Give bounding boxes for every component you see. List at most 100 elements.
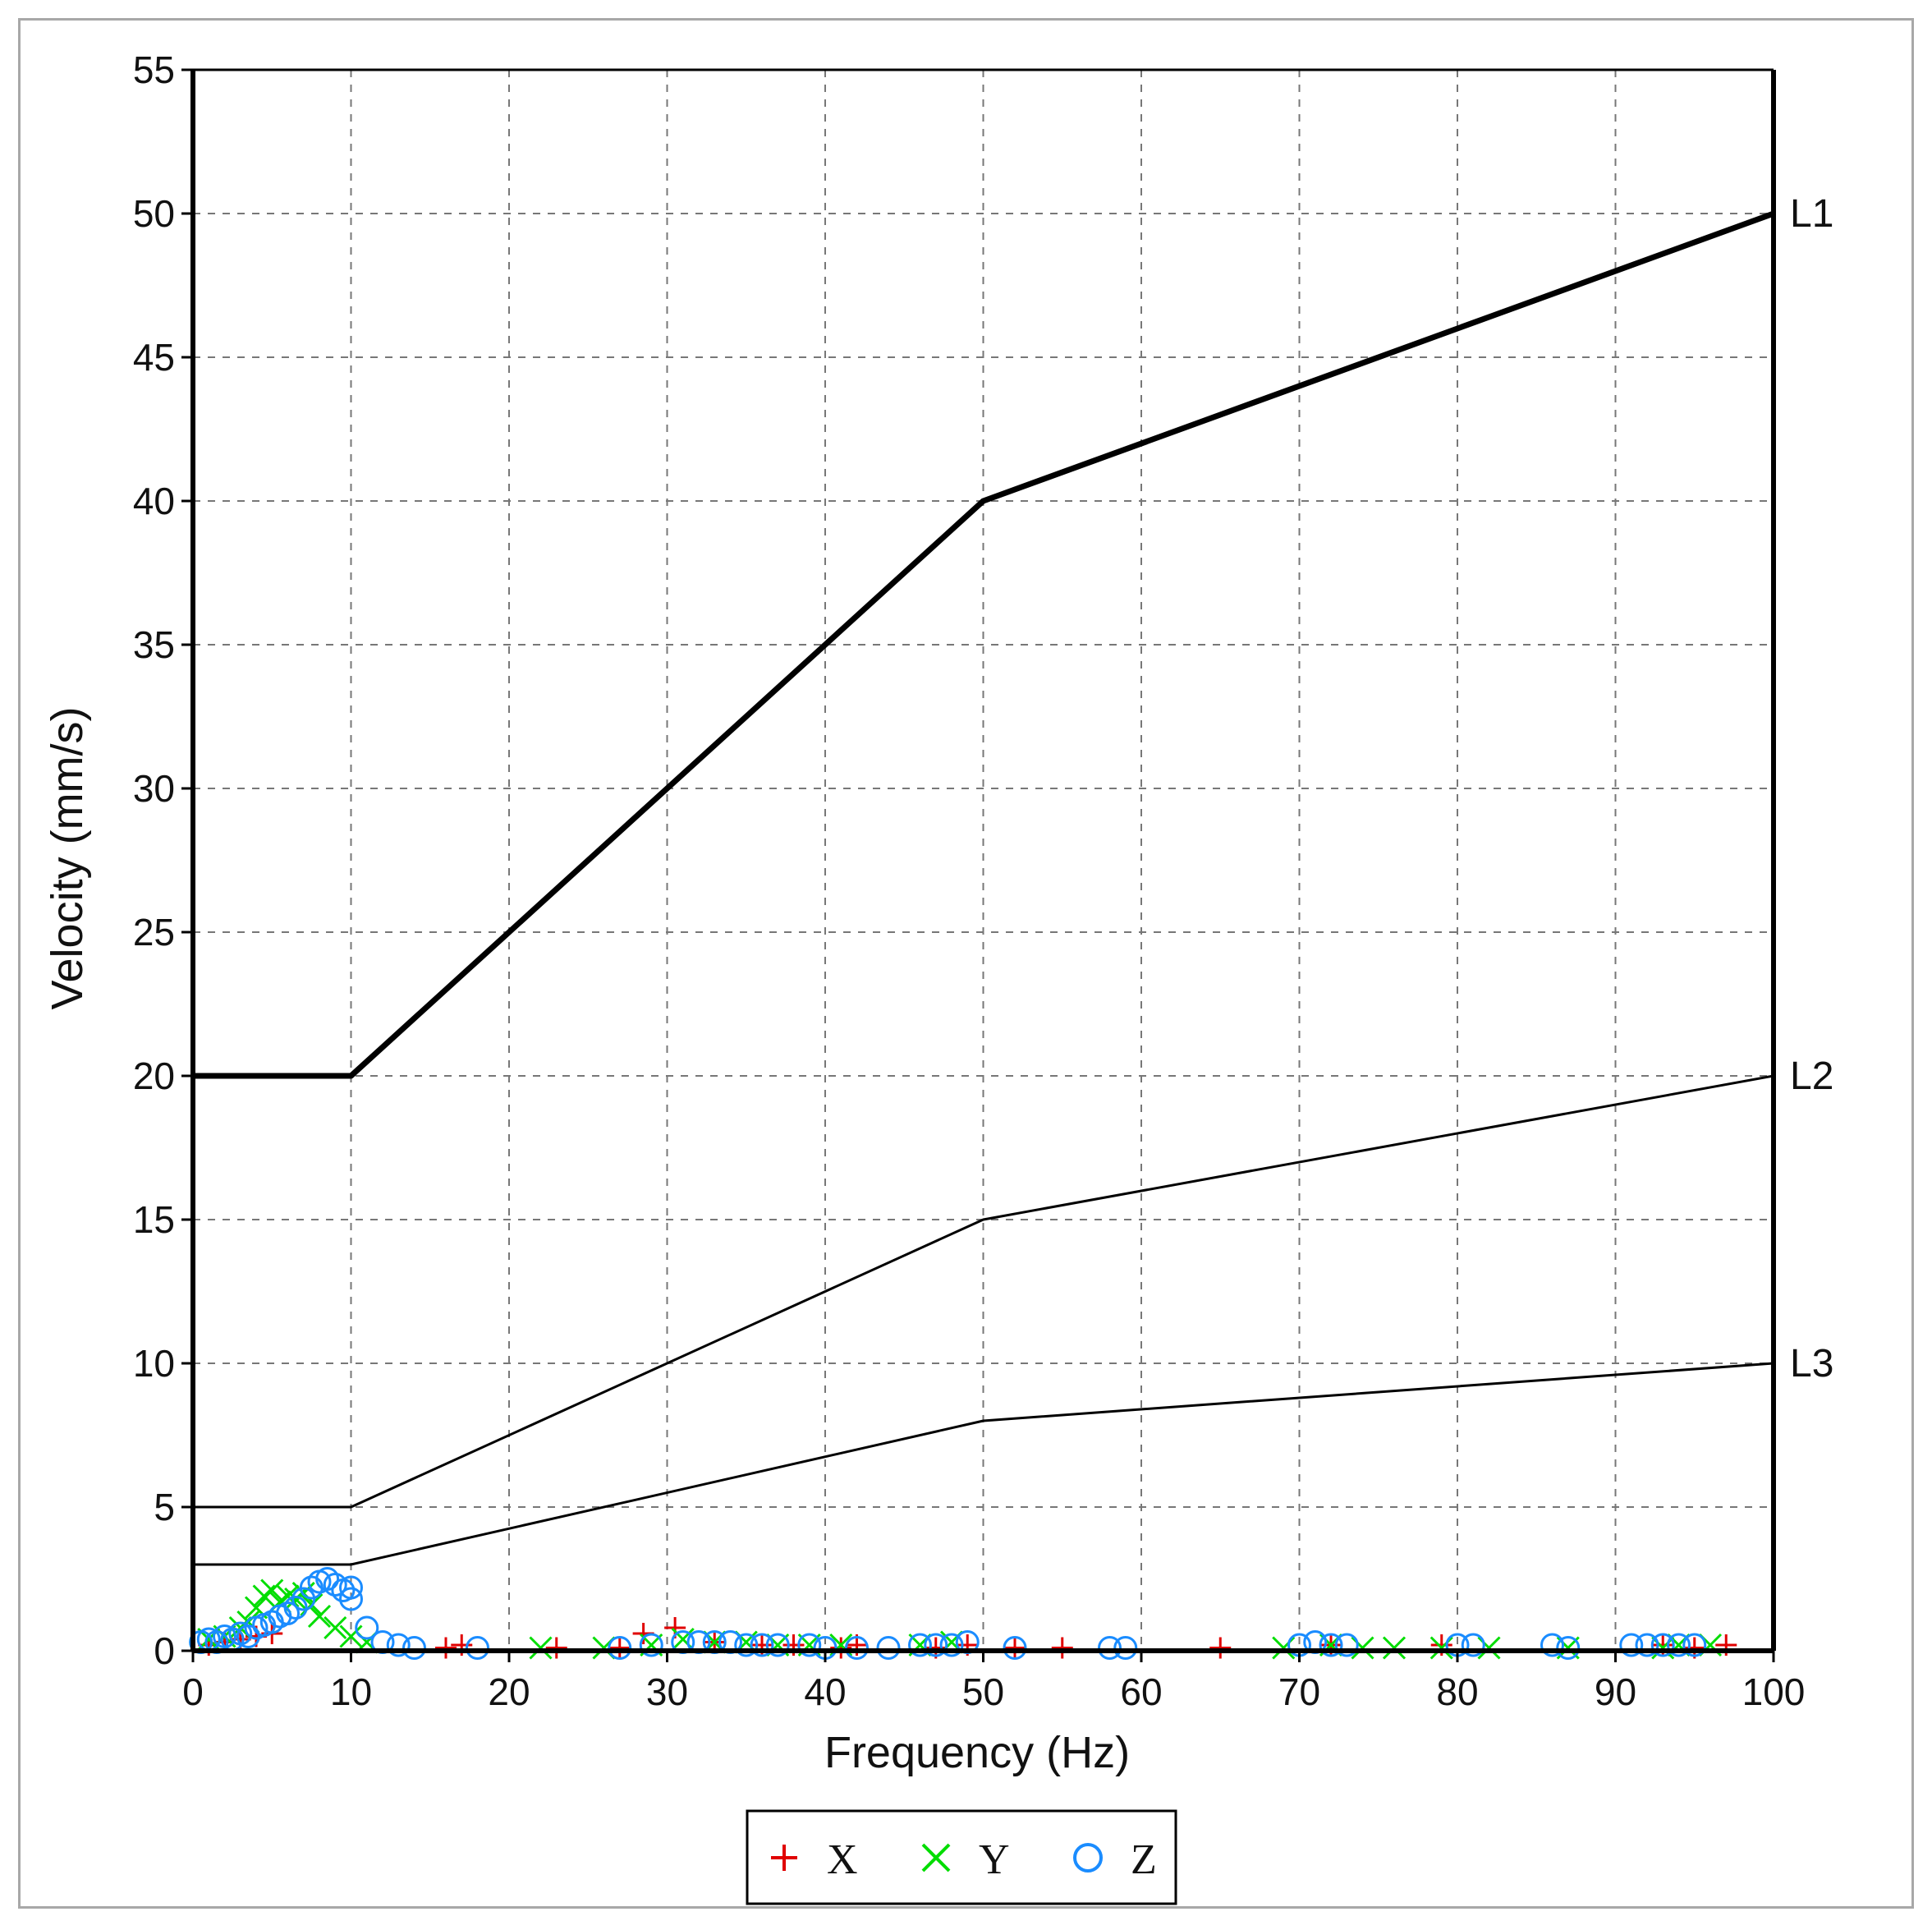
point-x-19 [1051,1637,1073,1659]
limit-label-l1: L1 [1790,192,1833,236]
series-z [189,1567,1707,1660]
point-z-6 [236,1624,260,1648]
legend-item-y: Y [921,1836,1010,1883]
point-z-23 [386,1633,411,1657]
point-z-39 [908,1633,932,1657]
point-z-38 [876,1636,901,1660]
point-x-18 [1004,1637,1026,1659]
point-z-48 [1319,1633,1343,1657]
legend-label-x: X [827,1836,858,1883]
x-tick-label-100: 100 [1742,1670,1806,1713]
x-axis-title: Frequency (Hz) [824,1728,1130,1777]
point-z-26 [608,1636,632,1660]
point-z-20 [339,1575,363,1600]
point-y-6 [260,1578,284,1602]
y-tick-label-55: 55 [133,48,175,91]
point-z-57 [1667,1633,1691,1657]
x-tick-label-40: 40 [804,1670,846,1713]
x-tick-label-90: 90 [1595,1670,1636,1713]
point-z-55 [1635,1633,1659,1657]
point-z-53 [1556,1636,1581,1660]
point-z-58 [1682,1633,1707,1657]
legend-item-x: X [771,1836,858,1883]
point-z-24 [402,1636,426,1660]
point-z-44 [1098,1636,1122,1660]
x-tick-label-80: 80 [1436,1670,1478,1713]
legend-marker-x [771,1845,797,1871]
y-tick-labels: 0 5 10 15 20 25 30 35 40 45 50 55 [133,48,175,1672]
point-z-25 [466,1636,489,1660]
legend-items: X Y Z [771,1836,1157,1883]
point-z-16 [315,1567,340,1591]
point-z-37 [845,1636,869,1660]
point-y-16 [529,1636,553,1660]
point-z-27 [639,1633,663,1657]
point-x-14 [830,1637,852,1659]
point-z-49 [1334,1633,1359,1657]
x-tick-label-20: 20 [488,1670,530,1713]
point-z-33 [750,1633,774,1657]
grid-lines [192,69,1774,1652]
x-tick-label-0: 0 [182,1670,204,1713]
legend: X Y Z [746,1809,1177,1905]
y-tick-label-50: 50 [133,192,175,235]
y-tick-label-5: 5 [154,1486,175,1528]
point-x-8 [608,1637,631,1659]
point-z-11 [276,1601,300,1625]
y-tick-label-0: 0 [154,1629,175,1672]
y-tick-label-35: 35 [133,623,175,666]
legend-box [746,1809,1177,1905]
point-z-21 [355,1615,379,1640]
x-tick-label-50: 50 [962,1670,1004,1713]
x-tick-label-30: 30 [646,1670,688,1713]
point-x-5 [435,1637,457,1659]
limit-line-labels: L1 L2 L3 [1790,192,1833,1385]
y-tick-label-15: 15 [133,1198,175,1241]
limit-line-l2 [193,1074,1774,1509]
point-z-41 [939,1633,964,1657]
limit-line-l3 [193,1362,1774,1566]
legend-label-z: Z [1131,1836,1157,1883]
point-y-12 [307,1604,332,1629]
point-z-51 [1461,1633,1485,1657]
point-z-19 [339,1587,363,1611]
scatter-points [189,1567,1737,1660]
y-tick-label-30: 30 [133,767,175,810]
y-tick-label-45: 45 [133,336,175,379]
limit-line-l1 [193,210,1775,1079]
point-x-7 [545,1637,567,1659]
y-tick-label-25: 25 [133,911,175,954]
legend-marker-z [1073,1843,1103,1873]
point-z-35 [797,1633,822,1657]
legend-marker-y [921,1843,951,1873]
point-y-30 [1382,1636,1407,1660]
point-z-17 [323,1573,347,1597]
point-z-56 [1650,1633,1675,1657]
x-tick-label-10: 10 [330,1670,372,1713]
point-z-40 [924,1633,948,1657]
point-z-43 [1003,1636,1027,1660]
legend-item-z: Z [1073,1836,1157,1883]
limit-label-l2: L2 [1790,1055,1833,1098]
point-z-54 [1619,1633,1644,1657]
x-tick-label-70: 70 [1278,1670,1320,1713]
x-tick-label-60: 60 [1120,1670,1162,1713]
point-z-32 [734,1633,759,1657]
point-z-34 [765,1633,790,1657]
limit-label-l3: L3 [1790,1342,1833,1385]
point-y-14 [339,1624,363,1648]
legend-label-y: Y [979,1836,1010,1883]
point-z-12 [283,1596,308,1620]
plot-axes [181,68,1776,1662]
limit-lines [193,210,1775,1566]
point-y-13 [324,1615,347,1640]
x-tick-labels: 0 10 20 30 40 50 60 70 80 90 100 [182,1670,1805,1713]
y-tick-label-40: 40 [133,480,175,522]
y-tick-label-20: 20 [133,1055,175,1097]
y-tick-label-10: 10 [133,1342,175,1385]
y-axis-title: Velocity (mm/s) [43,706,92,1009]
point-z-45 [1113,1636,1138,1660]
series-y [197,1578,1723,1660]
point-x-20 [1209,1637,1232,1659]
